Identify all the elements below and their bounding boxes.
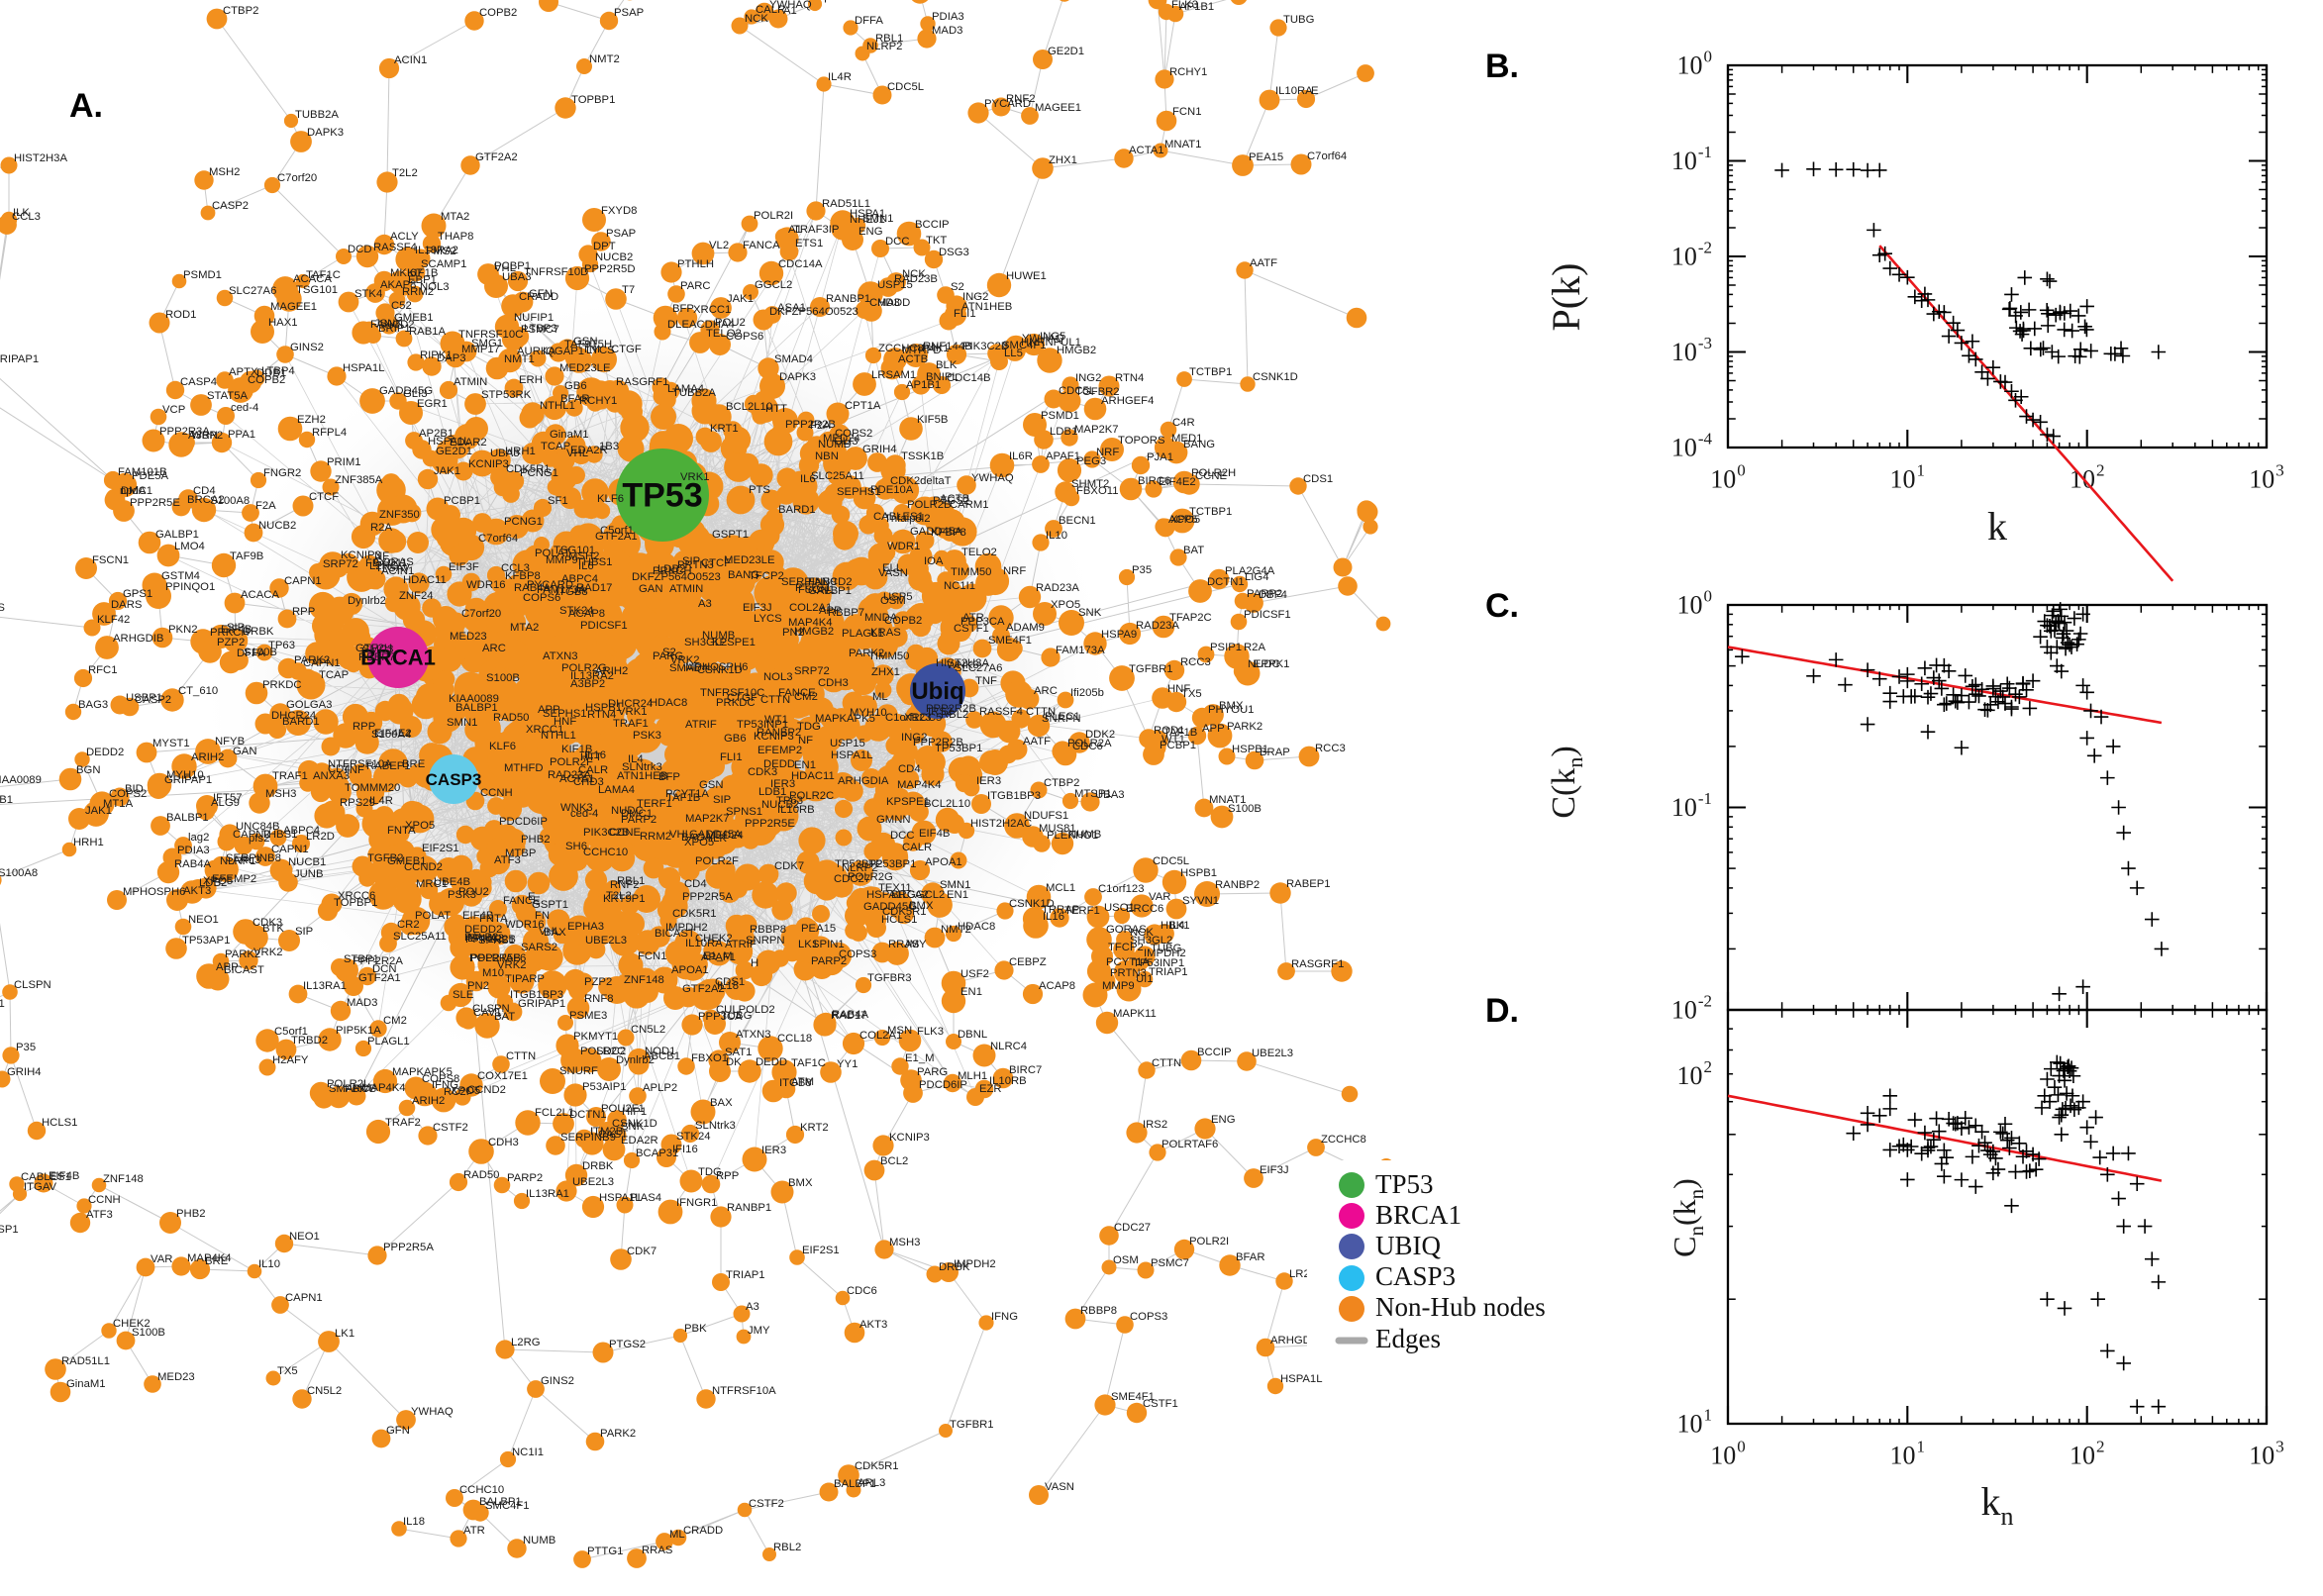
svg-text:Non-Hub nodes: Non-Hub nodes [1375,1292,1546,1322]
svg-text:BRCA1: BRCA1 [1375,1200,1462,1230]
svg-text:TP53: TP53 [1375,1169,1434,1199]
svg-text:Edges: Edges [1375,1324,1441,1353]
svg-text:UBIQ: UBIQ [1375,1231,1441,1260]
svg-text:CASP3: CASP3 [1375,1261,1456,1291]
